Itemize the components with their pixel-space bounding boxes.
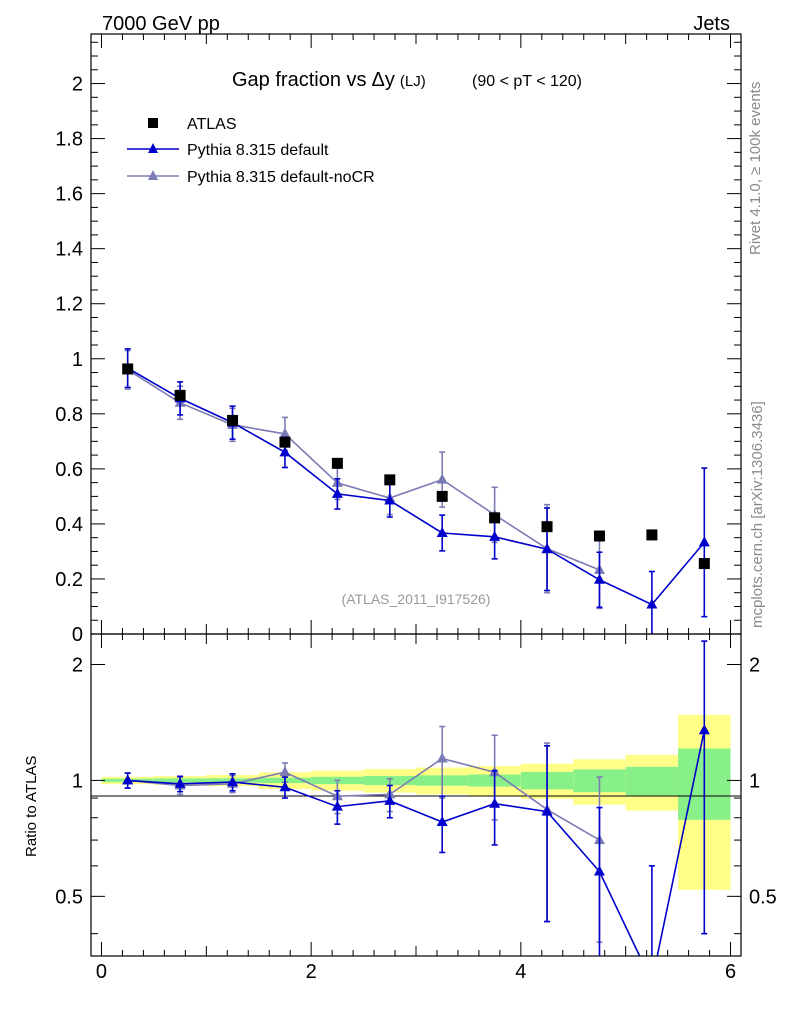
ratio-pythia-default-point	[436, 815, 448, 826]
y-tick-label: 0	[72, 624, 83, 646]
ratio-pythia-default-line	[127, 730, 706, 956]
atlas-point	[122, 363, 134, 375]
y-tick-label: 0.4	[55, 514, 83, 536]
ratio-pythia-default-point	[646, 976, 657, 986]
ratio-y-tick-label-right: 0.5	[749, 886, 777, 908]
nocr-line	[127, 369, 600, 571]
atlas-point	[646, 529, 658, 541]
plot-title-symbol: Δy	[372, 69, 395, 91]
nocr-point	[279, 427, 291, 438]
atlas-point	[541, 521, 553, 533]
x-tick-label: 4	[515, 961, 526, 983]
pythia-default-point	[698, 536, 710, 547]
legend-atlas-label: ATLAS	[187, 116, 237, 133]
atlas-point	[227, 414, 239, 426]
x-tick-label: 2	[306, 961, 317, 983]
header-energy-label: 7000 GeV pp	[102, 13, 220, 35]
legend-pythia-default-label: Pythia 8.315 default	[187, 142, 329, 159]
ratio-pythia-default-point	[384, 794, 396, 805]
ratio-pythia-default-point	[698, 724, 710, 735]
legend-pythia-nocr-marker	[148, 170, 158, 180]
pythia-default-point	[331, 487, 343, 498]
ratio-pythia-default-point	[122, 774, 134, 785]
plot-title-subscript: (LJ)	[400, 73, 426, 90]
ratio-y-tick-label: 0.5	[55, 886, 83, 908]
pythia-default-point	[436, 526, 448, 537]
nocr-point	[436, 473, 448, 484]
atlas-point	[174, 389, 186, 401]
main-plot-series	[122, 348, 710, 634]
x-tick-label: 6	[725, 961, 736, 983]
plot-title-range: (90 < pT < 120)	[472, 73, 582, 90]
ratio-pythia-default-point	[174, 777, 186, 788]
atlas-point	[489, 512, 501, 524]
rivet-version-label: Rivet 4.1.0, ≥ 100k events	[747, 82, 764, 255]
ratio-pythia-default-point	[541, 805, 553, 816]
ratio-pythia-default-point	[331, 800, 343, 811]
ratio-nocr-point	[279, 766, 291, 777]
ratio-nocr-line	[127, 757, 600, 841]
ratio-y-tick-label: 2	[72, 654, 83, 676]
ratio-nocr-point	[436, 752, 448, 763]
pythia-default-point	[541, 543, 553, 554]
ratio-y-tick-label: 1	[72, 770, 83, 792]
y-tick-label: 1.2	[55, 294, 83, 316]
pythia-default-point	[646, 598, 658, 609]
plot-title-text: Gap fraction vs	[232, 69, 367, 91]
x-tick-label: 0	[96, 961, 107, 983]
pythia-default-point	[279, 446, 291, 457]
ratio-pythia-default-point	[593, 865, 605, 876]
y-tick-label: 1.6	[55, 184, 83, 206]
ratio-pythia-default-point	[227, 776, 239, 787]
atlas-point	[593, 530, 605, 542]
ratio-y-tick-label-right: 1	[749, 770, 760, 792]
atlas-point	[436, 490, 448, 502]
ratio-y-axis-label: Ratio to ATLAS	[23, 756, 40, 857]
legend-pythia-default-marker	[148, 143, 158, 153]
atlas-point	[279, 436, 291, 448]
ratio-y-tick-label-right: 2	[749, 654, 760, 676]
atlas-point	[331, 457, 343, 469]
ratio-plot-series	[122, 640, 710, 986]
pythia-default-point	[384, 494, 396, 505]
y-tick-label: 0.8	[55, 404, 83, 426]
y-tick-label: 1	[72, 349, 83, 371]
axis-ticks: 0 0.2 0.4 0.6 0.8 1 1.2 1.4 1.6 1.8 2 0.5 0.5 1 1 2 2 0 2 4…	[55, 34, 777, 983]
ratio-band-inner	[625, 766, 679, 796]
ratio-uncertainty-bands	[101, 714, 731, 890]
atlas-point	[384, 474, 396, 486]
y-tick-label: 1.4	[55, 239, 83, 261]
analysis-watermark: (ATLAS_2011_I917526)	[342, 591, 491, 607]
y-tick-label: 0.6	[55, 459, 83, 481]
atlas-point	[698, 558, 710, 570]
y-tick-label: 2	[72, 74, 83, 96]
y-tick-label: 0.2	[55, 569, 83, 591]
pythia-default-line	[127, 367, 705, 606]
legend-pythia-nocr-label: Pythia 8.315 default-noCR	[187, 169, 375, 186]
y-tick-label: 1.8	[55, 129, 83, 151]
pythia-default-point	[489, 530, 501, 541]
ratio-pythia-default-point	[279, 781, 291, 792]
legend-atlas-marker	[148, 118, 158, 128]
plot-title-main: Gap fraction vs Δy (LJ)	[232, 69, 426, 91]
pythia-default-point	[593, 573, 605, 584]
mcplots-credit-label: mcplots.cern.ch [arXiv:1306.3436]	[749, 401, 766, 628]
ratio-pythia-default-point	[489, 797, 501, 808]
header-jets-label: Jets	[693, 13, 730, 35]
